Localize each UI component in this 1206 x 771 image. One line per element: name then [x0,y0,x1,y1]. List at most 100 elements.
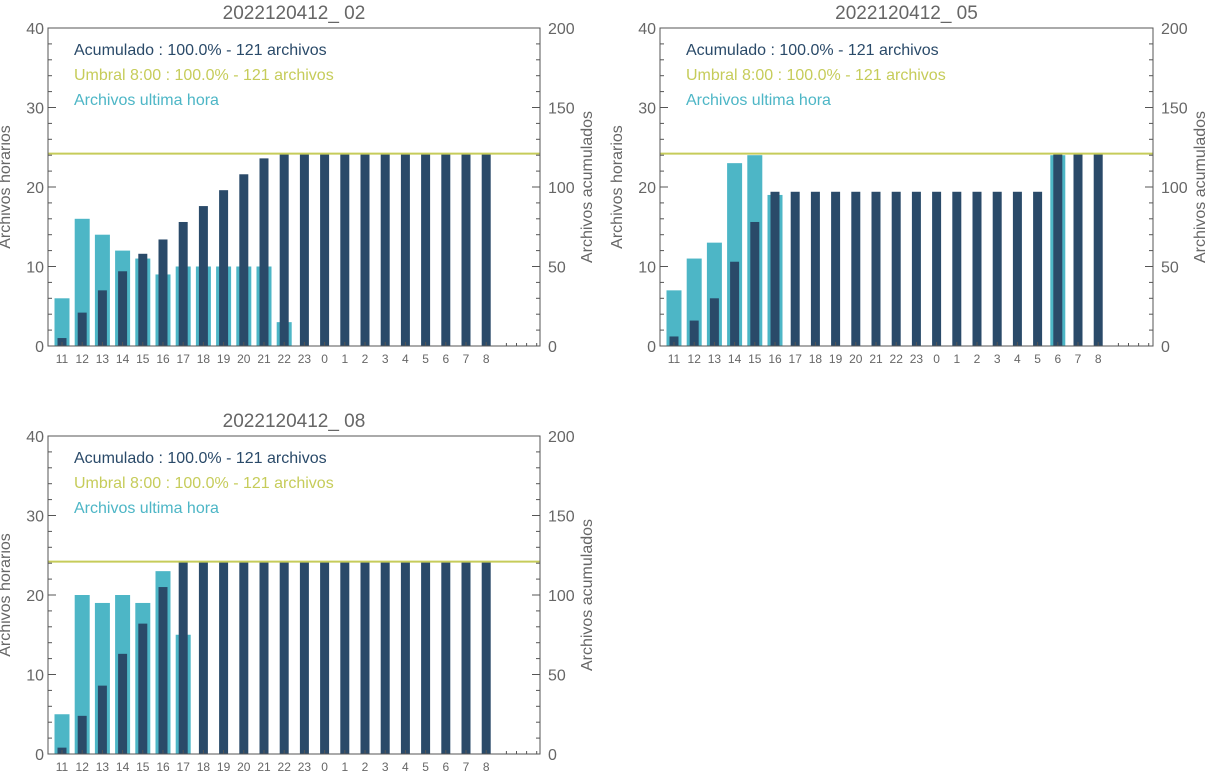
y-left-tick-label: 10 [638,260,656,277]
x-tick-label: 23 [910,352,924,366]
x-tick-label: 15 [136,760,150,771]
x-tick-label: 14 [728,352,742,366]
legend-threshold: Umbral 8:00 : 100.0% - 121 archivos [74,475,334,492]
x-tick-label: 12 [76,760,90,771]
bar-cumulative [138,253,148,346]
y-left-tick-label: 20 [638,180,656,197]
bar-cumulative [198,206,208,346]
x-tick-label: 14 [116,760,130,771]
y-left-tick-label: 30 [638,101,656,118]
bar-cumulative [750,221,760,346]
y-left-axis-label: Archivos horarios [0,533,14,657]
x-tick-label: 1 [341,760,348,771]
y-left-axis-label: Archivos horarios [609,125,626,249]
y-right-tick-label: 100 [548,180,575,197]
bar-cumulative [259,158,269,346]
y-right-tick-label: 0 [548,747,557,764]
x-tick-label: 22 [278,760,292,771]
x-tick-label: 5 [422,352,429,366]
bar-cumulative [730,261,740,346]
bar-cumulative [219,561,229,754]
bar-cumulative [481,153,491,346]
x-tick-label: 7 [463,352,470,366]
bar-cumulative [77,715,87,754]
chart-title: 2022120412_ 05 [835,3,978,24]
y-right-tick-label: 0 [548,339,557,356]
legend-hourly: Archivos ultima hora [74,500,219,517]
bar-cumulative [118,271,128,346]
x-tick-label: 16 [768,352,782,366]
bar-cumulative [239,561,249,754]
bar-hourly [54,714,70,754]
chart-title: 2022120412_ 08 [223,411,366,432]
bar-cumulative [1033,191,1043,346]
y-left-tick-label: 30 [26,509,44,526]
bar-cumulative [320,153,330,346]
bar-cumulative [360,561,370,754]
x-tick-label: 3 [994,352,1001,366]
y-left-tick-label: 10 [26,668,44,685]
x-tick-label: 19 [217,760,231,771]
x-tick-label: 16 [156,760,170,771]
bar-cumulative [972,191,982,346]
bar-cumulative [871,191,881,346]
x-tick-label: 8 [483,352,490,366]
y-left-tick-label: 10 [26,260,44,277]
bar-cumulative [400,153,410,346]
bar-cumulative [400,561,410,754]
x-tick-label: 19 [217,352,231,366]
x-tick-label: 2 [974,352,981,366]
x-tick-label: 7 [1075,352,1082,366]
x-tick-label: 17 [789,352,803,366]
legend-hourly: Archivos ultima hora [686,92,831,109]
x-tick-label: 11 [56,352,69,366]
bar-cumulative [299,561,309,754]
x-tick-label: 22 [278,352,292,366]
y-right-tick-label: 0 [1161,339,1170,356]
bar-cumulative [932,191,942,346]
y-right-tick-label: 150 [1161,101,1188,118]
y-right-axis-label: Archivos acumulados [1192,111,1206,263]
y-right-axis-label: Archivos acumulados [579,111,596,263]
x-tick-label: 13 [708,352,722,366]
x-tick-label: 20 [237,352,251,366]
y-left-tick-label: 0 [647,339,656,356]
bar-cumulative [851,191,861,346]
x-tick-label: 13 [96,352,110,366]
x-tick-label: 3 [382,760,389,771]
bar-cumulative [421,561,431,754]
bar-hourly [54,298,70,346]
legend-threshold: Umbral 8:00 : 100.0% - 121 archivos [74,67,334,84]
legend-cumulative: Acumulado : 100.0% - 121 archivos [74,450,327,467]
x-tick-label: 8 [1095,352,1102,366]
x-tick-label: 2 [362,352,369,366]
bar-cumulative [992,191,1002,346]
y-left-tick-label: 40 [26,429,44,446]
bar-cumulative [97,685,107,754]
y-right-tick-label: 100 [1161,180,1188,197]
bar-cumulative [1073,153,1083,346]
x-tick-label: 6 [442,352,449,366]
bar-cumulative [340,561,350,754]
y-right-tick-label: 50 [1161,260,1179,277]
x-tick-label: 20 [849,352,863,366]
bar-cumulative [320,561,330,754]
x-tick-label: 21 [869,352,883,366]
x-tick-label: 15 [136,352,150,366]
x-tick-label: 18 [197,352,211,366]
bar-cumulative [360,153,370,346]
bar-cumulative [158,239,168,346]
bar-cumulative [461,561,471,754]
x-tick-label: 5 [422,760,429,771]
bar-cumulative [790,191,800,346]
x-tick-label: 23 [298,760,312,771]
bar-cumulative [198,561,208,754]
x-tick-label: 22 [890,352,904,366]
bar-cumulative [97,290,107,346]
y-left-axis-label: Archivos horarios [0,125,14,249]
bar-cumulative [1093,153,1103,346]
x-tick-label: 0 [321,760,328,771]
x-tick-label: 21 [257,352,271,366]
